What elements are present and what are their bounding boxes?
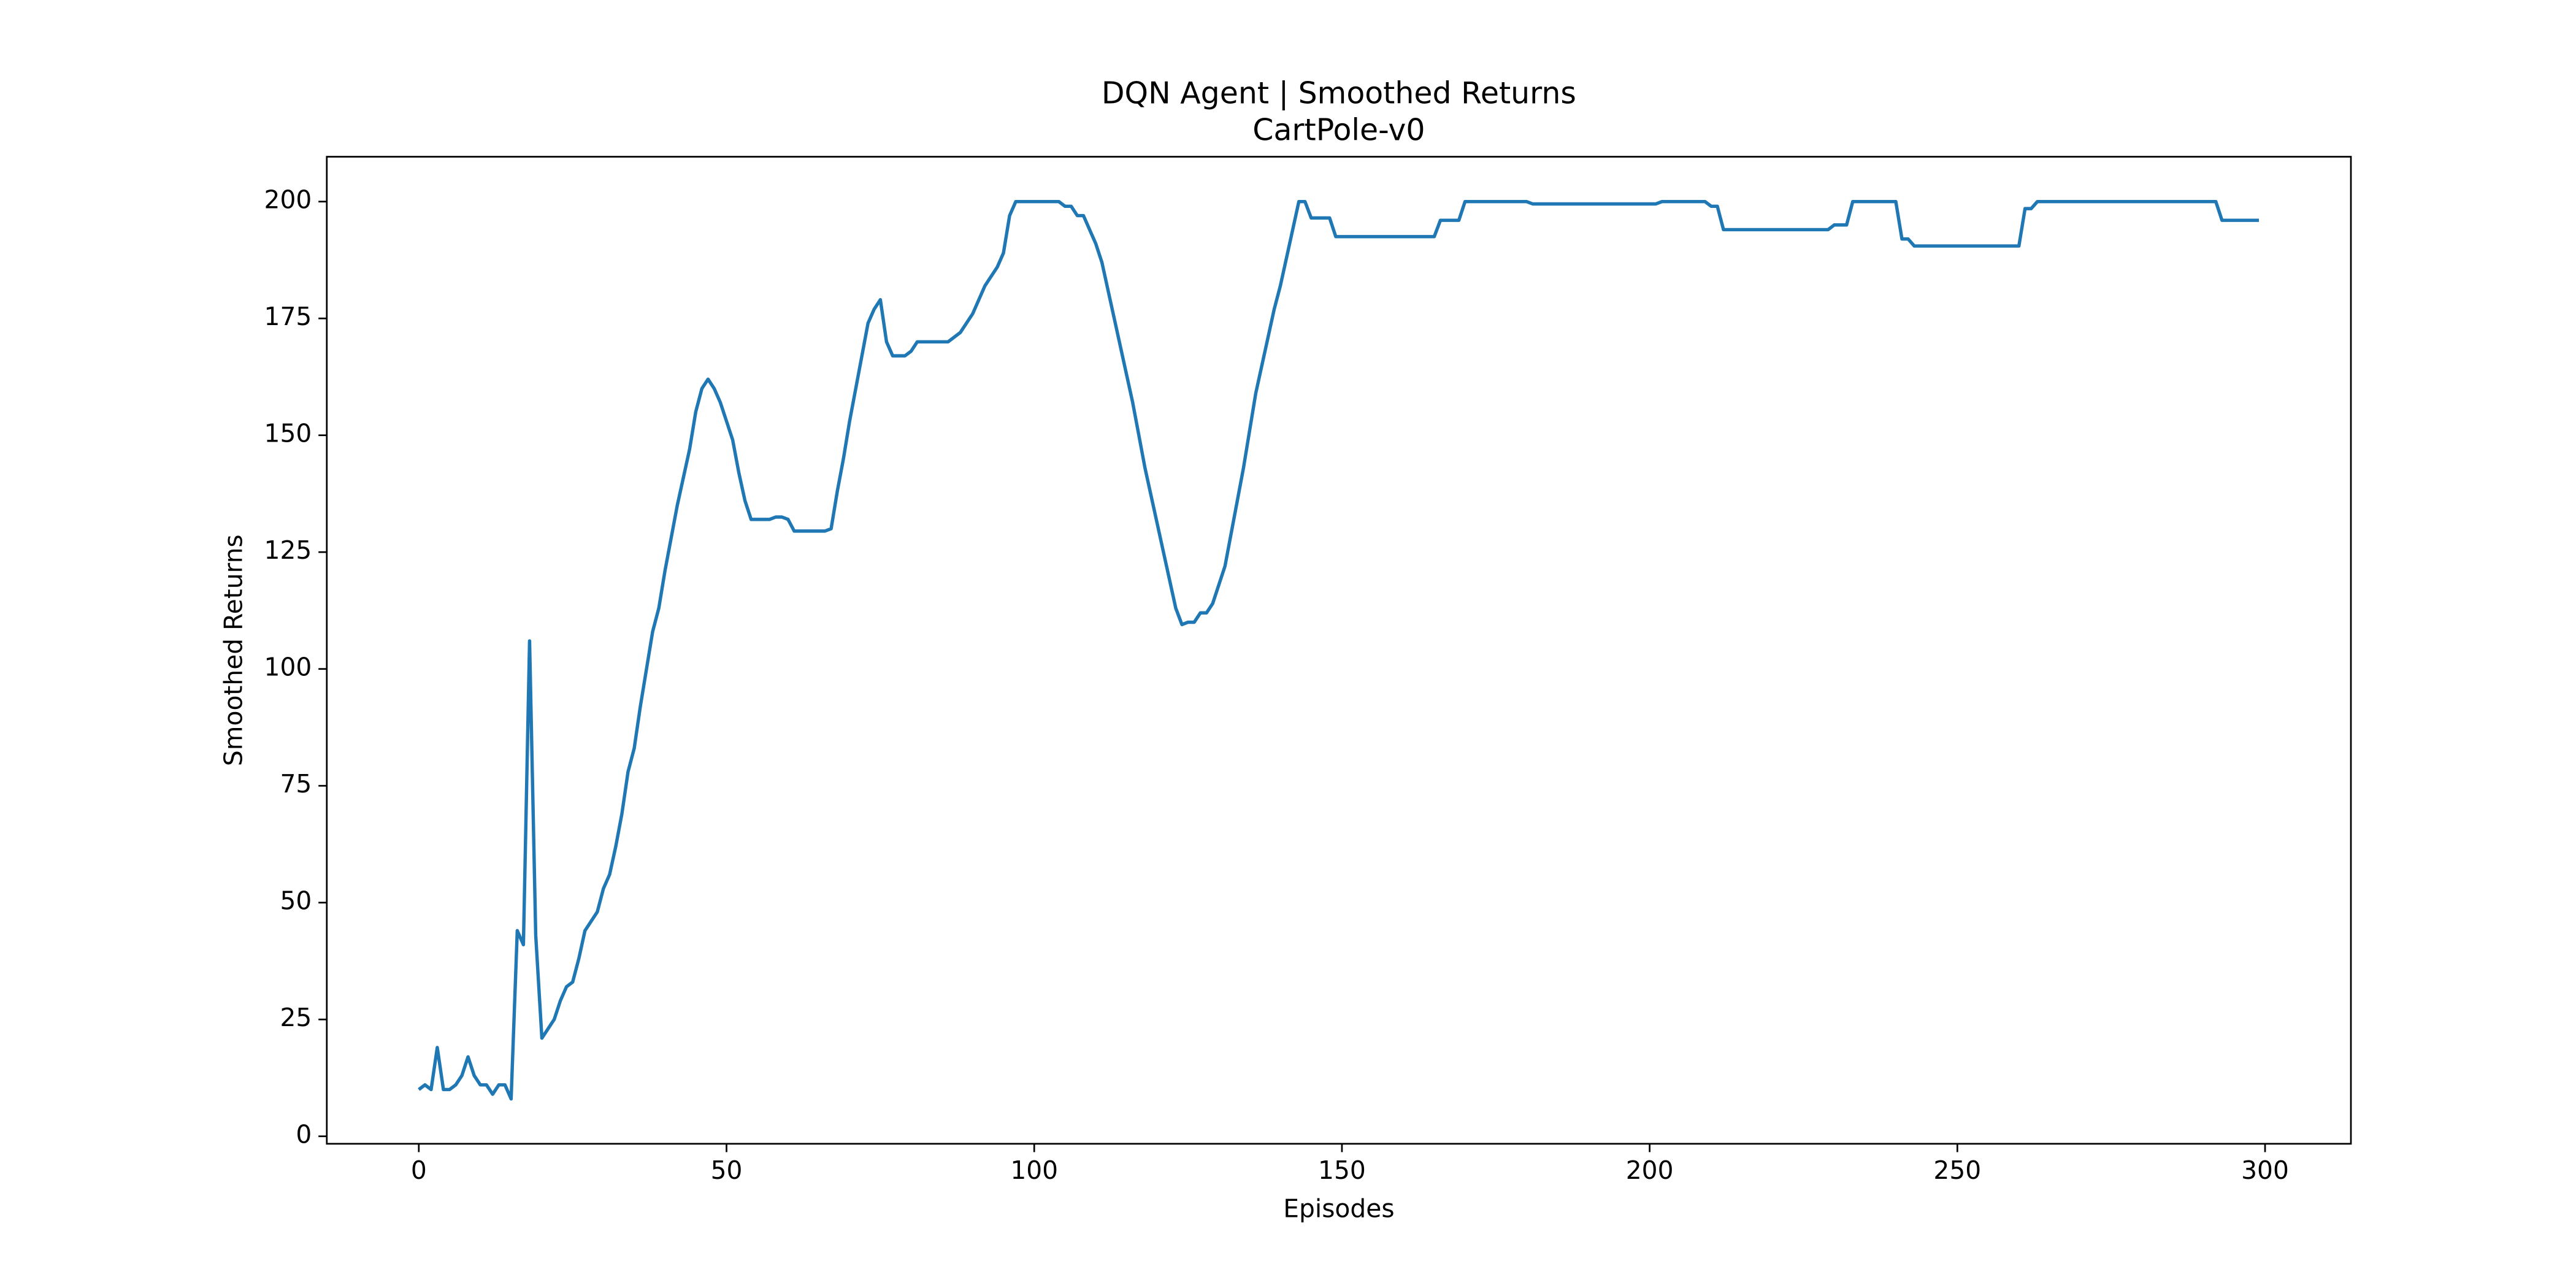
x-tick-label: 250 xyxy=(1933,1156,1981,1185)
y-tick-label: 125 xyxy=(264,535,312,565)
x-tick-label: 300 xyxy=(2241,1156,2289,1185)
y-tick-label: 150 xyxy=(264,419,312,448)
y-tick-label: 100 xyxy=(264,653,312,682)
x-tick-label: 50 xyxy=(711,1156,743,1185)
line-series xyxy=(418,199,2260,1101)
y-tick-label: 200 xyxy=(264,185,312,215)
y-axis-label: Smoothed Returns xyxy=(218,534,248,766)
y-tick-label: 50 xyxy=(280,886,312,916)
chart-subtitle: CartPole-v0 xyxy=(1252,112,1425,147)
y-tick-label: 175 xyxy=(264,302,312,331)
x-tick-label: 0 xyxy=(411,1156,427,1185)
y-tick-label: 25 xyxy=(280,1003,312,1032)
x-tick-label: 150 xyxy=(1318,1156,1366,1185)
chart-title: DQN Agent | Smoothed Returns xyxy=(1102,75,1576,110)
x-axis-label: Episodes xyxy=(1283,1194,1394,1224)
y-tick-label: 75 xyxy=(280,769,312,799)
y-tick-label: 0 xyxy=(296,1120,312,1149)
plot-frame xyxy=(326,156,2352,1145)
x-tick-label: 100 xyxy=(1010,1156,1058,1185)
x-tick-label: 200 xyxy=(1626,1156,1674,1185)
